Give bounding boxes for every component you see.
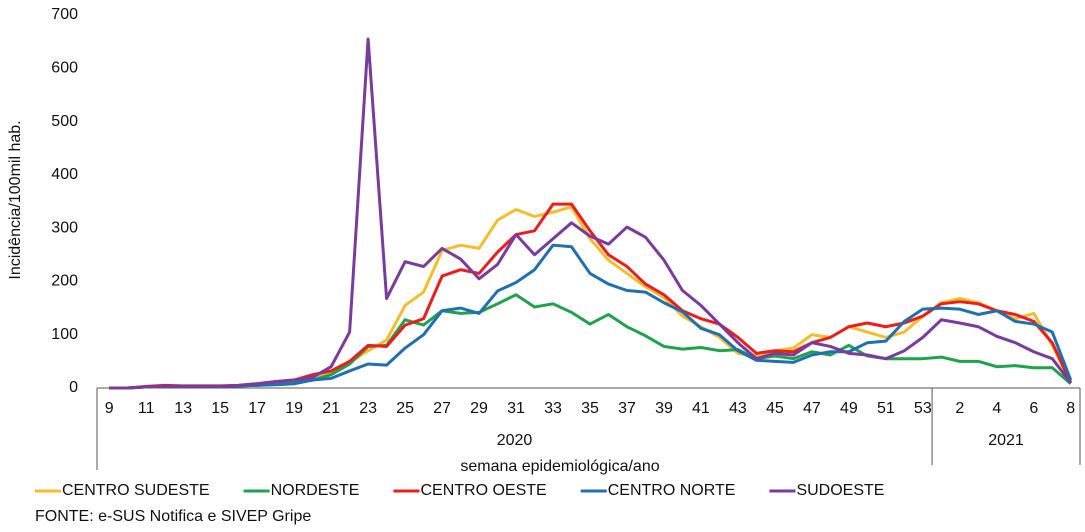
legend-label: NORDESTE [271,482,360,499]
x-tick-label: 19 [285,400,303,417]
series-line [109,37,1072,390]
x-tick-label: 9 [105,400,114,417]
y-tick-label: 200 [51,273,78,290]
x-tick-label: 47 [803,400,821,417]
legend-label: CENTRO NORTE [608,482,736,499]
legend-label: CENTRO OESTE [420,482,546,499]
x-axis-label: semana epidemiológica/ano [460,458,659,475]
x-tick-label: 27 [433,400,451,417]
x-tick-label: 17 [248,400,266,417]
x-tick-label: 49 [840,400,858,417]
y-tick-label: 600 [51,60,78,77]
group-label: 2020 [497,432,533,449]
x-tick-label: 37 [618,400,636,417]
x-tick-label: 13 [174,400,192,417]
legend-label: CENTRO SUDESTE [62,482,210,499]
y-axis-label: Incidência/100mil hab. [7,120,24,279]
x-tick-label: 53 [914,400,932,417]
x-tick-label: 35 [581,400,599,417]
x-tick-label: 21 [322,400,340,417]
source-note: FONTE: e-SUS Notifica e SIVEP Gripe [35,508,311,525]
x-tick-label: 8 [1066,400,1075,417]
x-tick-label: 4 [992,400,1001,417]
y-tick-label: 700 [51,6,78,23]
series-line [109,243,1073,390]
x-tick-label: 11 [138,400,155,417]
x-tick-label: 31 [507,400,525,417]
x-tick-label: 43 [729,400,747,417]
x-tick-label: 33 [544,400,562,417]
x-tick-label: 2 [955,400,964,417]
x-tick-label: 39 [655,400,673,417]
y-tick-label: 400 [51,166,78,183]
y-tick-label: 300 [51,219,78,236]
x-tick-label: 6 [1029,400,1038,417]
x-tick-label: 45 [766,400,784,417]
y-tick-label: 100 [51,326,78,343]
x-tick-label: 51 [877,400,895,417]
x-tick-label: 29 [470,400,488,417]
x-tick-label: 41 [692,400,710,417]
legend-label: SUDOESTE [796,482,884,499]
y-tick-label: 500 [51,113,78,130]
x-tick-label: 25 [396,400,414,417]
x-tick-label: 23 [359,400,377,417]
y-tick-label: 0 [69,379,78,396]
x-tick-label: 15 [211,400,229,417]
group-label: 2021 [988,432,1024,449]
series-line [109,202,1073,390]
series-line [109,205,1073,390]
